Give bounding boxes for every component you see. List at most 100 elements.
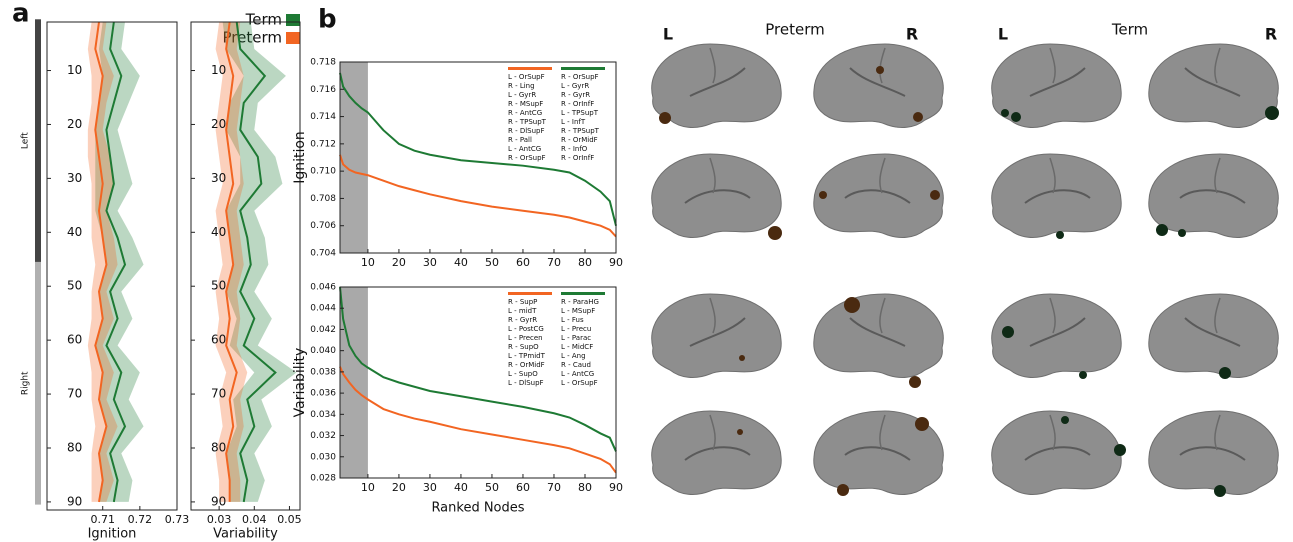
hemisphere-letter: R xyxy=(1265,25,1277,44)
brain xyxy=(813,410,944,495)
x-tick-label: 30 xyxy=(423,256,437,269)
y-tick-label: 0.028 xyxy=(310,474,336,484)
legend-item: R - TPSupT xyxy=(508,118,547,126)
brain-sulcus xyxy=(684,189,751,204)
brain-sulcus xyxy=(1049,47,1056,84)
series-line xyxy=(235,21,277,503)
brain-sulcus xyxy=(879,157,886,194)
series-line xyxy=(339,72,617,226)
y-tick-label: 0.044 xyxy=(310,304,336,314)
brain-node xyxy=(1265,106,1279,120)
brain-sulcus xyxy=(709,47,716,84)
legend-swatch xyxy=(286,32,300,44)
brain-sulcus xyxy=(1049,157,1056,194)
brain xyxy=(1148,153,1279,238)
legend-item: R - OrMidF xyxy=(561,136,598,144)
legend-item: L - Ang xyxy=(561,352,586,360)
brain-node xyxy=(837,484,849,496)
brain-sulcus xyxy=(1214,47,1221,84)
y-tick-label: 0.712 xyxy=(310,139,336,149)
brain-sulcus xyxy=(709,157,716,194)
x-tick-label: 10 xyxy=(361,256,375,269)
legend-item: R - MSupF xyxy=(508,100,543,108)
spread-band xyxy=(222,22,297,502)
y-tick-label: 10 xyxy=(67,63,82,77)
y-tick-label: 0.034 xyxy=(310,410,336,420)
x-tick-label: 10 xyxy=(361,481,375,494)
highlight-band xyxy=(340,62,368,253)
legend-item: R - OrInfF xyxy=(561,100,594,108)
brain-node xyxy=(1219,367,1231,379)
brain-sulcus xyxy=(1049,297,1056,334)
plot-frame xyxy=(46,21,178,511)
brain-sulcus xyxy=(709,414,716,451)
brain-sulcus xyxy=(689,67,746,97)
brain-surface xyxy=(991,410,1122,495)
y-tick-label: 80 xyxy=(211,440,226,454)
brain-sulcus xyxy=(1024,446,1091,461)
brain-node xyxy=(819,191,827,199)
x-tick-label: 70 xyxy=(547,256,561,269)
x-tick-label: 70 xyxy=(547,481,561,494)
y-tick-label: 0.718 xyxy=(310,58,336,68)
brain-surface xyxy=(813,410,944,495)
brain xyxy=(991,153,1122,238)
legend-item: L - Parac xyxy=(561,334,591,342)
legend-item: R - OrSupF xyxy=(561,73,599,81)
brain xyxy=(1148,43,1279,128)
brain-sulcus xyxy=(1214,157,1221,194)
x-tick-label: 60 xyxy=(516,256,530,269)
x-tick-label: 50 xyxy=(485,256,499,269)
y-tick-label: 90 xyxy=(211,494,226,508)
brain xyxy=(813,153,944,238)
y-tick-label: 0.708 xyxy=(310,194,336,204)
x-tick-label: 90 xyxy=(609,481,623,494)
y-tick-label: 50 xyxy=(211,279,226,293)
hemisphere-label: Left xyxy=(21,132,31,149)
y-tick-label: 0.710 xyxy=(310,167,336,177)
y-tick-label: 0.046 xyxy=(310,283,336,293)
y-tick-label: 20 xyxy=(211,117,226,131)
brain-sulcus xyxy=(1179,446,1246,461)
x-axis-label: Variability xyxy=(213,527,278,542)
brain-sulcus xyxy=(1179,189,1246,204)
y-tick-label: 0.040 xyxy=(310,346,336,356)
x-axis-label: Ignition xyxy=(88,527,137,542)
hemisphere-bar xyxy=(35,261,41,505)
brain xyxy=(813,293,944,378)
legend-item: L - Precen xyxy=(508,334,543,342)
brain-node xyxy=(1056,231,1064,239)
brain-sulcus xyxy=(879,414,886,451)
brain xyxy=(991,43,1122,128)
brain xyxy=(813,43,944,128)
brain-node xyxy=(1011,112,1021,122)
brain-sulcus xyxy=(1049,414,1056,451)
brain-sulcus xyxy=(1184,317,1241,347)
brain-node xyxy=(1156,224,1168,236)
brain-sulcus xyxy=(709,297,716,334)
legend-item: L - DlSupF xyxy=(508,379,544,387)
legend-item: L - AntCG xyxy=(561,370,594,378)
brain-sulcus xyxy=(1029,67,1086,97)
brain-surface xyxy=(991,153,1122,238)
brain xyxy=(651,43,782,128)
brain-sulcus xyxy=(1184,67,1241,97)
brain-title: Preterm xyxy=(765,21,824,39)
x-tick-label: 60 xyxy=(516,481,530,494)
series-line xyxy=(225,21,238,502)
legend-item: L - GyrR xyxy=(561,82,589,90)
brain-surface xyxy=(1148,410,1279,495)
x-tick-label: 30 xyxy=(423,481,437,494)
brain-sulcus xyxy=(1029,317,1086,347)
x-tick-label: 0.72 xyxy=(128,513,153,526)
legend-item: L - Precu xyxy=(561,325,591,333)
brain-node xyxy=(913,112,923,122)
legend-item: R - OrMidF xyxy=(508,361,545,369)
x-tick-label: 40 xyxy=(454,481,468,494)
highlight-band xyxy=(340,287,368,478)
legend-item: R - Caud xyxy=(561,361,591,369)
hemisphere-letter: L xyxy=(663,25,673,44)
brain-node xyxy=(909,376,921,388)
brain xyxy=(651,153,782,238)
y-tick-label: 20 xyxy=(67,117,82,131)
